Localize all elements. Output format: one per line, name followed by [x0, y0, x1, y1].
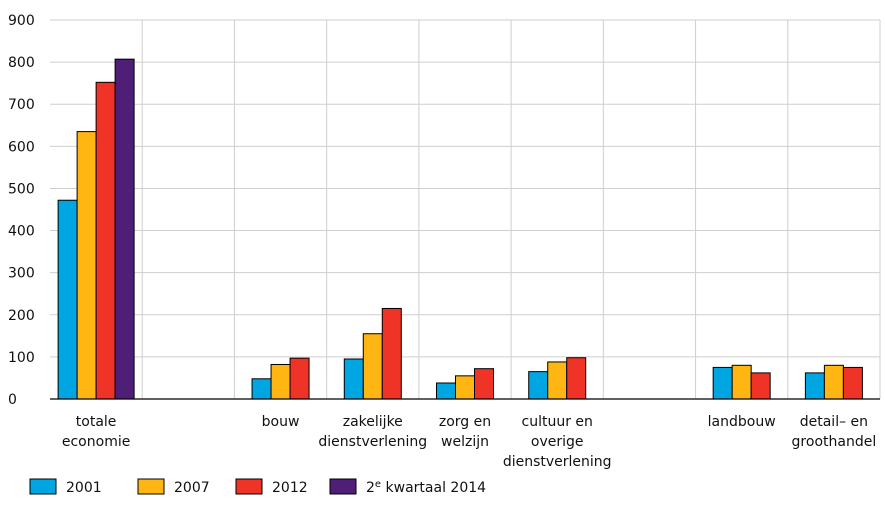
- bar-2007-7: [731, 364, 752, 400]
- bar-2012-8: [842, 366, 863, 400]
- x-tick-label: detail– en groothandel: [792, 414, 877, 450]
- bar-2001-8: [804, 372, 825, 400]
- y-tick-label: 100: [8, 350, 35, 366]
- x-tick-label: totale economie: [62, 414, 130, 450]
- legend-label: 2001: [66, 480, 102, 496]
- bar-2007-4: [455, 375, 475, 400]
- y-tick-label: 500: [8, 181, 35, 197]
- x-tick-label: bouw: [262, 414, 300, 430]
- bar-2001-5: [528, 371, 549, 400]
- bar-2012-0: [95, 81, 116, 400]
- bar-2001-4: [436, 382, 456, 400]
- legend-label: 2012: [272, 480, 308, 496]
- bar-2007-2: [270, 363, 291, 400]
- y-tick-label: 0: [8, 392, 17, 408]
- bar-2012-7: [750, 372, 771, 400]
- bar-2e-kwartaal-2014-0: [114, 58, 135, 400]
- bar-2007-5: [547, 361, 568, 400]
- bar-2007-0: [76, 131, 97, 400]
- y-tick-label: 400: [8, 224, 35, 240]
- legend-swatch: [235, 478, 263, 495]
- bar-2007-8: [823, 364, 844, 400]
- bar-2001-2: [251, 378, 272, 400]
- bar-2012-3: [381, 307, 402, 400]
- bar-2012-5: [566, 357, 587, 400]
- bar-2012-4: [474, 368, 494, 400]
- y-tick-label: 300: [8, 266, 35, 282]
- y-tick-label: 800: [8, 55, 35, 71]
- bar-2007-3: [362, 333, 383, 400]
- y-tick-label: 200: [8, 308, 35, 324]
- bar-2012-2: [289, 357, 310, 400]
- legend-swatch: [137, 478, 165, 495]
- x-tick-label: cultuur en overige dienstverlening: [503, 414, 612, 470]
- y-tick-label: 900: [8, 13, 35, 29]
- legend-swatch: [29, 478, 57, 495]
- bar-2001-3: [343, 358, 364, 400]
- legend-swatch: [329, 478, 357, 495]
- x-tick-label: landbouw: [708, 414, 776, 430]
- x-tick-label: zakelijke dienstverlening: [318, 414, 427, 450]
- bar-2001-7: [712, 366, 733, 400]
- y-tick-label: 700: [8, 97, 35, 113]
- x-tick-label: zorg en welzijn: [439, 414, 491, 450]
- bar-2001-0: [57, 199, 78, 400]
- legend-label: 2007: [174, 480, 210, 496]
- y-tick-label: 600: [8, 139, 35, 155]
- legend-label: 2e kwartaal 2014: [366, 479, 486, 496]
